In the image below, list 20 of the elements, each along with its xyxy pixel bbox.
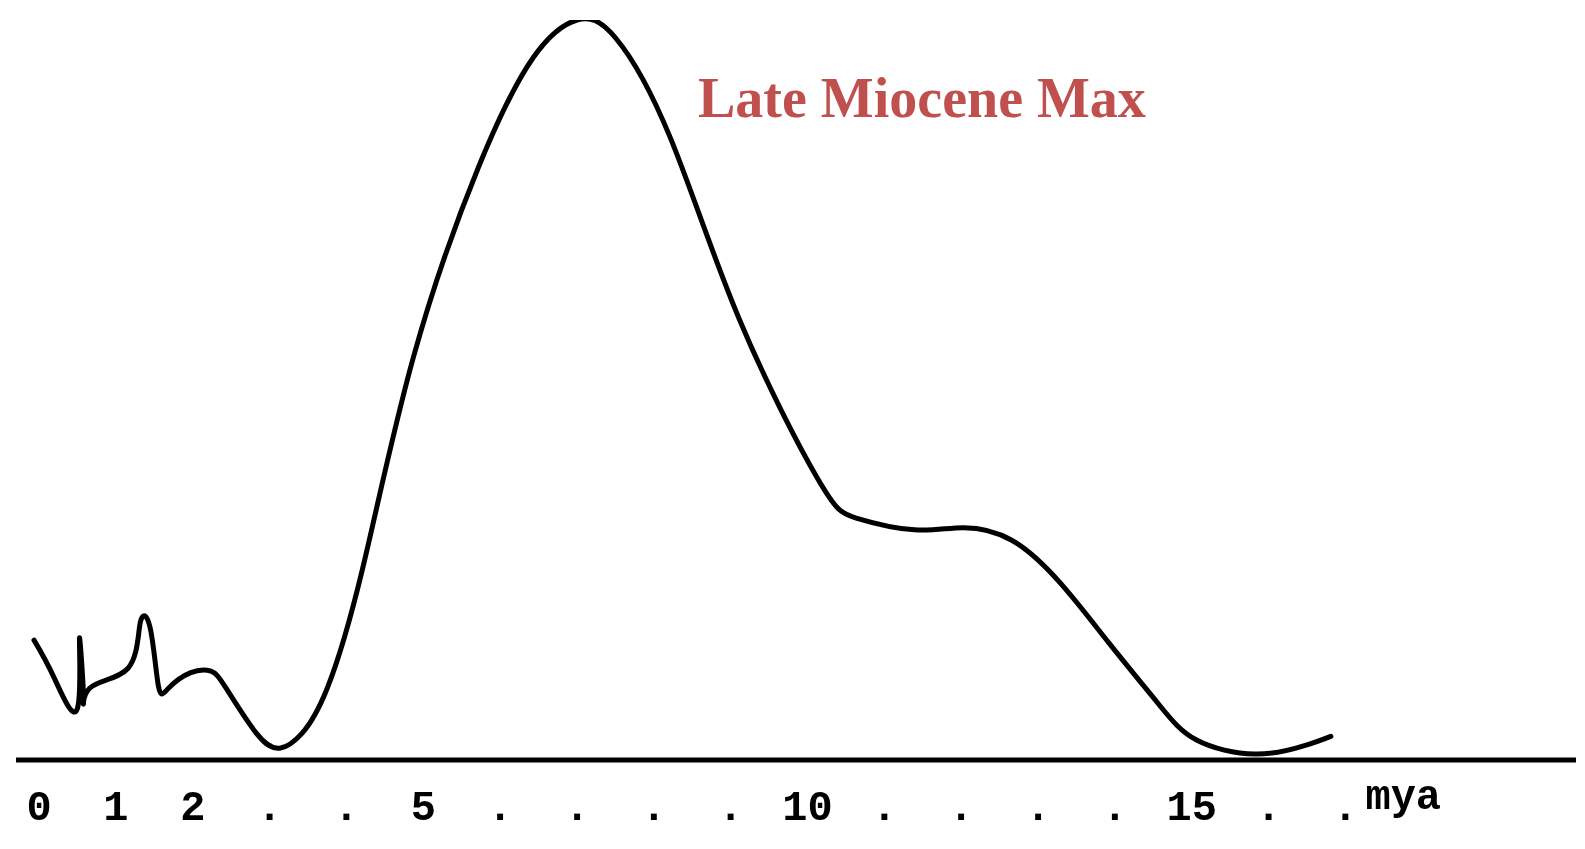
x-tick-label: 5 bbox=[410, 784, 436, 833]
x-tick-label: 15 bbox=[1166, 784, 1217, 833]
annotation: Late Miocene Max bbox=[698, 66, 1146, 130]
x-tick-label: . bbox=[1332, 784, 1359, 833]
x-tick-label: . bbox=[564, 784, 590, 833]
x-tick-label: . bbox=[948, 784, 974, 833]
x-tick-label: 2 bbox=[180, 784, 206, 833]
x-axis-title: mya bbox=[1365, 774, 1442, 822]
x-tick-label: 0 bbox=[26, 784, 52, 833]
x-tick-label: . bbox=[333, 784, 360, 833]
x-tick-label: . bbox=[641, 784, 667, 833]
x-tick-label: . bbox=[718, 784, 744, 833]
x-tick-label: . bbox=[1025, 784, 1051, 833]
x-tick-label: 10 bbox=[782, 784, 833, 833]
x-tick-label: 1 bbox=[103, 784, 129, 833]
x-tick-label: . bbox=[1256, 784, 1282, 833]
x-tick-label: . bbox=[256, 784, 283, 833]
x-tick-label: . bbox=[1102, 784, 1128, 833]
x-tick-label: . bbox=[487, 784, 513, 833]
x-tick-label: . bbox=[871, 784, 897, 833]
